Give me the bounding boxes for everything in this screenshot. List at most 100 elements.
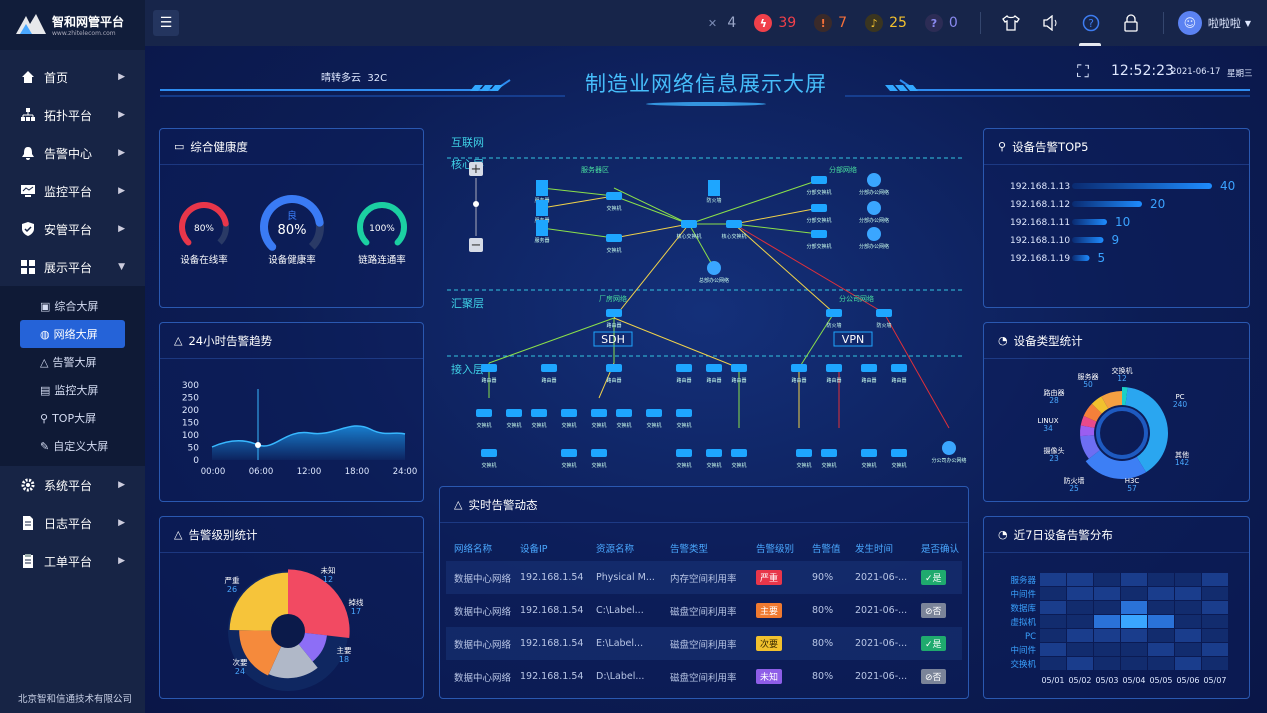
shield-icon [20,221,36,237]
menu-alarm[interactable]: 告警中心 ▶ [0,134,145,172]
user-menu[interactable]: ☺ 啦啦啦 ▼ [1177,11,1251,35]
switch-icon[interactable] [826,364,842,372]
switch-icon[interactable] [591,409,607,417]
ack-badge[interactable]: ⊘否 [921,669,946,684]
switch-icon[interactable] [561,409,577,417]
menu-system[interactable]: 系统平台 ▶ [0,466,145,504]
stat-minor[interactable]: ♪ 25 [865,14,907,32]
stat-cleared[interactable]: ✕ 4 [703,14,737,32]
switch-icon[interactable] [726,220,742,228]
switch-icon[interactable] [646,409,662,417]
zoom-handle[interactable] [473,201,479,207]
node-label: 交换机 [821,462,836,469]
switch-icon[interactable] [861,449,877,457]
switch-icon[interactable] [481,449,497,457]
menu-display[interactable]: 展示平台 ▼ [0,248,145,286]
rose-value: 26 [227,585,237,594]
globe-icon[interactable] [707,261,721,275]
stat-major[interactable]: ! 7 [814,14,847,32]
fullscreen-icon[interactable]: ⛶ [1077,62,1089,82]
switch-icon[interactable] [541,364,557,372]
switch-icon[interactable] [531,409,547,417]
submenu-custom[interactable]: ✎ 自定义大屏 [0,432,145,460]
panel-title: 实时告警动态 [468,497,538,512]
submenu-top[interactable]: ⚲ TOP大屏 [0,404,145,432]
switch-icon[interactable] [731,449,747,457]
switch-icon[interactable] [616,409,632,417]
speaker-icon[interactable] [1041,13,1061,33]
table-cell: 数据中心网络 [454,573,512,585]
table-row[interactable]: 数据中心网络 192.168.1.54 Physical M... 内存空间利用率 严重… [446,561,962,594]
switch-icon[interactable] [706,364,722,372]
heatmap-cell [1148,629,1174,642]
shirt-icon[interactable] [1001,13,1021,33]
heatmap-cell [1148,587,1174,600]
menu-security[interactable]: 安管平台 ▶ [0,210,145,248]
switch-icon[interactable] [606,364,622,372]
heatmap-cell [1121,615,1147,628]
switch-icon[interactable] [811,230,827,238]
menu-home[interactable]: 首页 ▶ [0,58,145,96]
stat-unknown[interactable]: ? 0 [924,14,958,32]
menu-topology[interactable]: 拓扑平台 ▶ [0,96,145,134]
menu-label: 日志平台 [44,516,93,531]
menu-ticket[interactable]: 工单平台 ▶ [0,542,145,580]
menu-monitor[interactable]: 监控平台 ▶ [0,172,145,210]
switch-icon[interactable] [891,449,907,457]
server-icon[interactable] [708,180,720,196]
switch-icon[interactable] [606,309,622,317]
ack-badge[interactable]: ⊘否 [921,603,946,618]
switch-icon[interactable] [876,309,892,317]
ack-badge[interactable]: ✓是 [921,570,946,585]
switch-icon[interactable] [476,409,492,417]
switch-icon[interactable] [676,449,692,457]
switch-icon[interactable] [706,449,722,457]
menu-log[interactable]: 日志平台 ▶ [0,504,145,542]
globe-icon[interactable] [867,227,881,241]
zoom-in-button[interactable] [469,162,483,176]
table-row[interactable]: 数据中心网络 192.168.1.54 D:\Label... 磁盘空间利用率 未知 80… [446,660,962,693]
switch-icon[interactable] [826,309,842,317]
switch-icon[interactable] [821,449,837,457]
switch-icon[interactable] [681,220,697,228]
table-row[interactable]: 数据中心网络 192.168.1.54 C:\Label... 磁盘空间利用率 主要 80… [446,594,962,627]
gauge-arc [357,202,407,246]
submenu-overview[interactable]: ▣ 综合大屏 [0,292,145,320]
ack-badge[interactable]: ✓是 [921,636,946,651]
table-row[interactable]: 数据中心网络 192.168.1.54 E:\Label... 磁盘空间利用率 次要 80… [446,627,962,660]
switch-icon[interactable] [676,364,692,372]
submenu-network[interactable]: ◍ 网络大屏 [20,320,125,348]
globe-icon[interactable] [867,201,881,215]
switch-icon[interactable] [481,364,497,372]
table-cell: C:\Label... [596,605,644,616]
switch-icon[interactable] [891,364,907,372]
server-icon[interactable] [536,200,548,216]
lock-icon[interactable] [1121,13,1141,33]
submenu-alarm[interactable]: △ 告警大屏 [0,348,145,376]
collapse-menu-icon[interactable]: ☰ [153,10,179,36]
node-label: 总部办公网络 [699,277,729,284]
switch-icon[interactable] [506,409,522,417]
switch-icon[interactable] [606,192,622,200]
switch-icon[interactable] [731,364,747,372]
switch-icon[interactable] [591,449,607,457]
globe-icon[interactable] [867,173,881,187]
server-icon[interactable] [536,220,548,236]
server-icon[interactable] [536,180,548,196]
zoom-out-button[interactable] [469,238,483,252]
topology-link [488,317,615,364]
switch-icon[interactable] [861,364,877,372]
switch-icon[interactable] [791,364,807,372]
switch-icon[interactable] [811,204,827,212]
submenu-monitor[interactable]: ▤ 监控大屏 [0,376,145,404]
globe-icon[interactable] [942,441,956,455]
help-icon[interactable]: ? 说明 [1078,13,1101,71]
stat-critical[interactable]: ϟ 39 [754,14,796,32]
switch-icon[interactable] [561,449,577,457]
switch-icon[interactable] [676,409,692,417]
switch-icon[interactable] [606,234,622,242]
switch-icon[interactable] [796,449,812,457]
gear-icon [20,477,36,493]
switch-icon[interactable] [811,176,827,184]
table-cell: 80% [812,671,834,682]
